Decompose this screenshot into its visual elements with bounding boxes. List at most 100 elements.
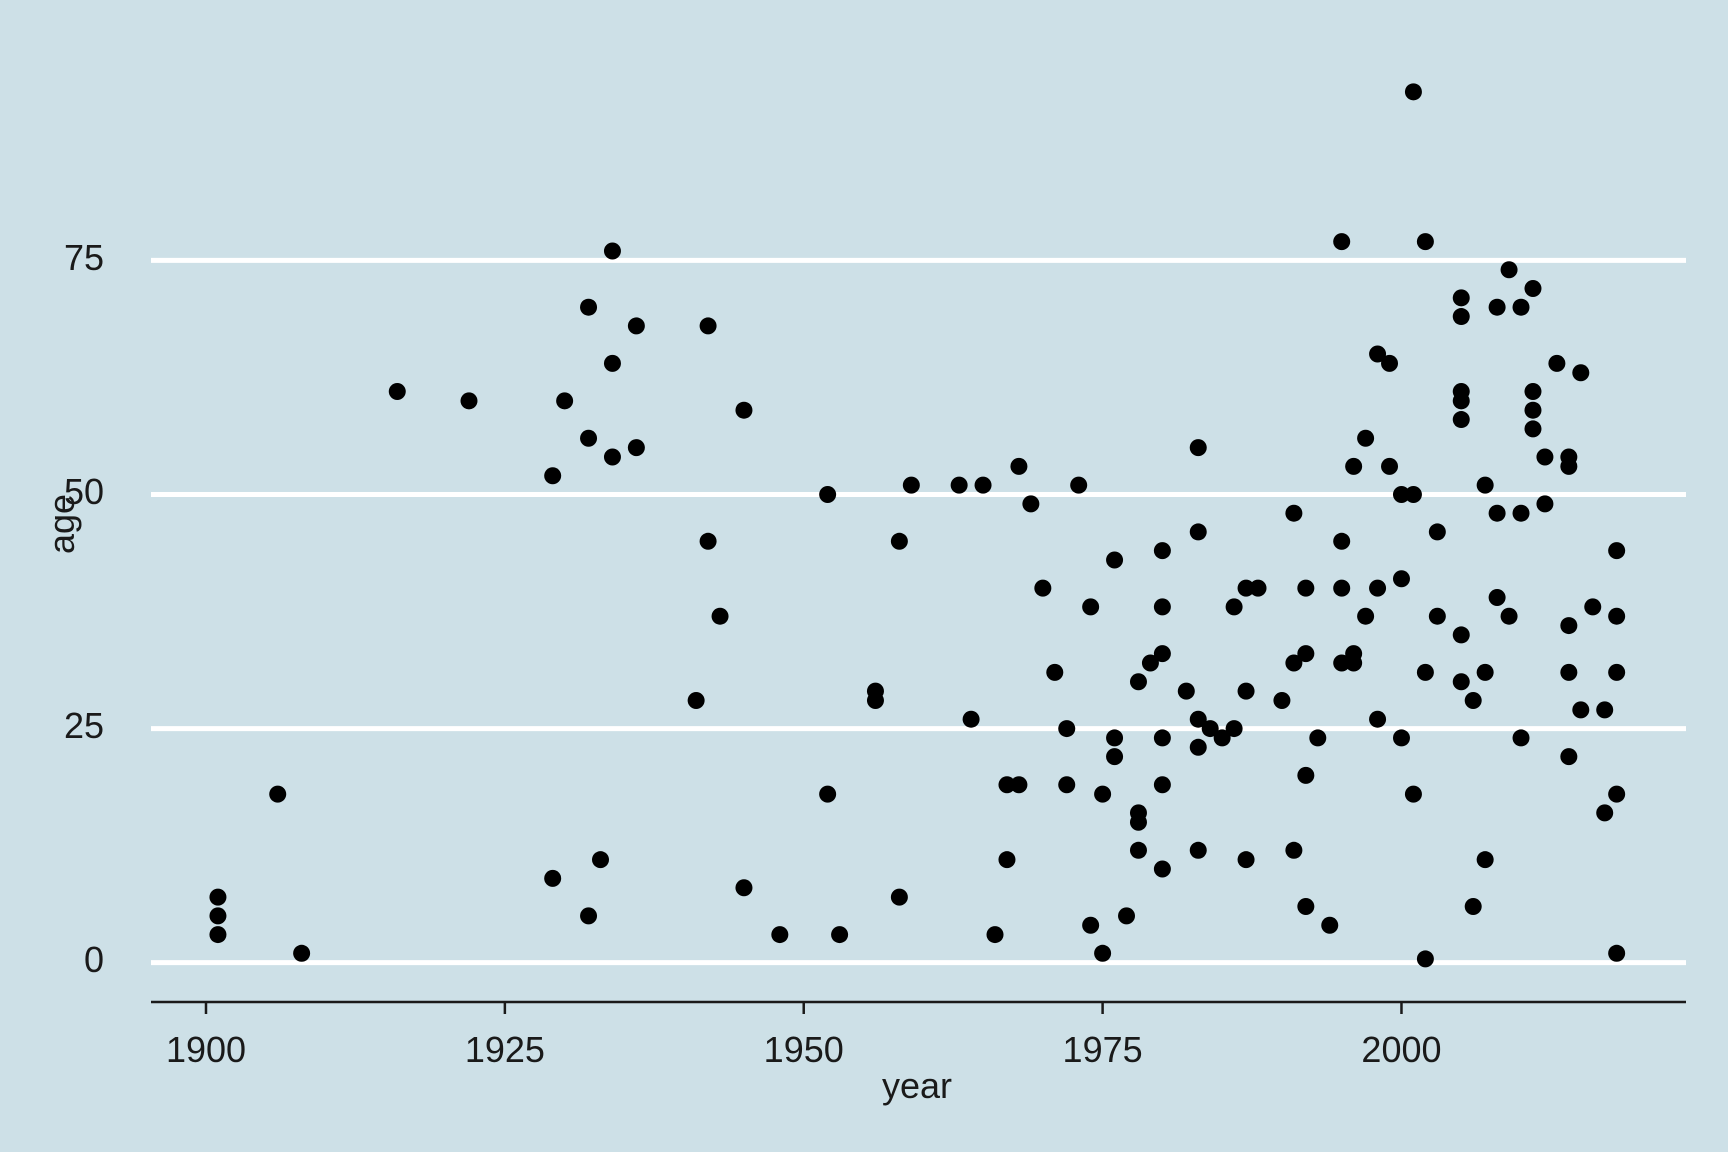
point <box>1381 457 1399 475</box>
point <box>1046 663 1064 681</box>
point <box>1357 607 1375 625</box>
point <box>1428 607 1446 625</box>
point <box>1560 663 1578 681</box>
point <box>1058 720 1076 738</box>
point <box>1608 542 1626 560</box>
y-tick-label: 25 <box>64 705 104 746</box>
point <box>1082 916 1100 934</box>
point <box>1596 701 1614 719</box>
point <box>1249 579 1267 597</box>
point <box>1392 729 1410 747</box>
point <box>603 242 621 260</box>
point <box>1476 663 1494 681</box>
point <box>1416 950 1434 968</box>
point <box>592 851 610 869</box>
point <box>627 439 645 457</box>
point <box>1153 860 1171 878</box>
point <box>687 691 705 709</box>
point <box>1345 457 1363 475</box>
point <box>1345 654 1363 672</box>
point <box>544 869 562 887</box>
point <box>1452 392 1470 410</box>
point <box>1237 579 1255 597</box>
point <box>1094 785 1112 803</box>
point <box>1452 626 1470 644</box>
point <box>1129 813 1147 831</box>
point <box>1333 532 1351 550</box>
point <box>627 317 645 335</box>
point <box>1201 720 1219 738</box>
point <box>1524 420 1542 438</box>
x-tick-label: 1950 <box>764 1029 844 1070</box>
point <box>1189 738 1207 756</box>
point <box>1106 748 1124 766</box>
point <box>1118 907 1136 925</box>
y-tick-label: 50 <box>64 471 104 512</box>
point <box>1177 682 1195 700</box>
point <box>1237 851 1255 869</box>
point <box>1106 551 1124 569</box>
point <box>580 298 598 316</box>
point <box>1225 720 1243 738</box>
point <box>902 476 920 494</box>
point <box>1392 485 1410 503</box>
point <box>1428 523 1446 541</box>
point <box>603 448 621 466</box>
point <box>1153 645 1171 663</box>
point <box>1572 701 1590 719</box>
point <box>962 710 980 728</box>
point <box>1608 607 1626 625</box>
point <box>1189 523 1207 541</box>
point <box>1404 83 1422 101</box>
point <box>1369 710 1387 728</box>
point <box>1225 598 1243 616</box>
point <box>819 485 837 503</box>
point <box>1285 654 1303 672</box>
point <box>1369 345 1387 363</box>
point <box>1189 710 1207 728</box>
point <box>1512 729 1530 747</box>
point <box>1153 729 1171 747</box>
point <box>1273 691 1291 709</box>
point <box>986 926 1004 944</box>
point <box>1416 663 1434 681</box>
x-tick-label: 1900 <box>166 1029 246 1070</box>
point <box>1153 598 1171 616</box>
point <box>1106 729 1124 747</box>
point <box>1416 233 1434 251</box>
point <box>735 879 753 897</box>
point <box>1476 476 1494 494</box>
x-tick-label: 1925 <box>465 1029 545 1070</box>
point <box>1476 851 1494 869</box>
point <box>1560 748 1578 766</box>
point <box>1464 897 1482 915</box>
point <box>735 401 753 419</box>
point <box>209 888 227 906</box>
point <box>1333 579 1351 597</box>
point <box>1500 261 1518 279</box>
point <box>699 532 717 550</box>
point <box>1082 598 1100 616</box>
point <box>1010 776 1028 794</box>
point <box>603 354 621 372</box>
point <box>1213 729 1231 747</box>
point <box>1058 776 1076 794</box>
point <box>1129 673 1147 691</box>
point <box>1488 504 1506 522</box>
point <box>699 317 717 335</box>
point <box>1488 588 1506 606</box>
point <box>1608 663 1626 681</box>
point <box>1524 382 1542 400</box>
point <box>1584 598 1602 616</box>
point <box>1512 298 1530 316</box>
point <box>209 926 227 944</box>
point <box>1297 897 1315 915</box>
point <box>1189 841 1207 859</box>
y-tick-label: 0 <box>84 939 104 980</box>
point <box>1512 504 1530 522</box>
x-tick-label: 2000 <box>1361 1029 1441 1070</box>
point <box>1309 729 1327 747</box>
point <box>1297 579 1315 597</box>
y-axis-label: age <box>41 494 82 554</box>
